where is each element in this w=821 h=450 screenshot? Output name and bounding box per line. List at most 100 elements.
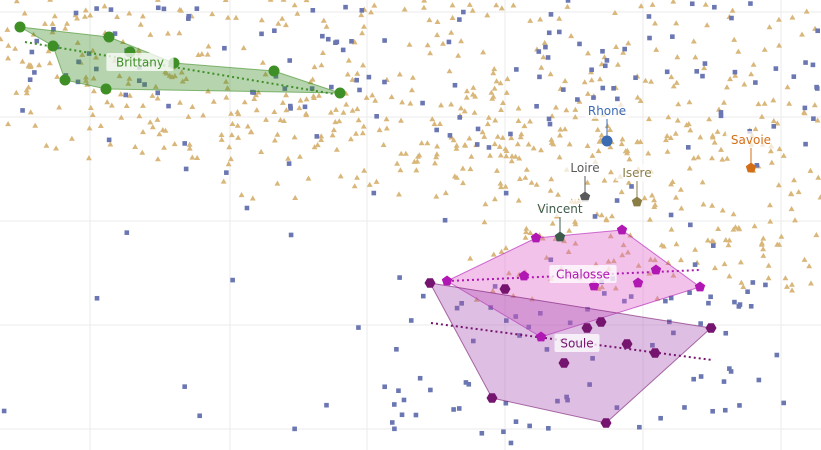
background-triangle	[274, 131, 281, 137]
background-square	[420, 100, 425, 106]
background-triangle	[813, 232, 820, 238]
background-triangle	[43, 142, 50, 148]
background-triangle	[663, 137, 669, 143]
background-triangle	[517, 134, 524, 140]
chalosse-point	[616, 224, 628, 235]
background-triangle	[253, 92, 259, 98]
soule-point	[424, 278, 436, 288]
background-square	[728, 369, 734, 374]
background-triangle	[497, 152, 504, 158]
background-triangle	[19, 58, 26, 64]
background-triangle	[373, 178, 380, 184]
background-triangle	[565, 248, 572, 254]
background-square	[392, 426, 397, 432]
background-triangle	[79, 51, 86, 57]
background-triangle	[21, 10, 28, 16]
background-triangle	[607, 126, 614, 132]
background-square	[513, 419, 519, 424]
background-triangle	[726, 237, 733, 243]
background-square	[503, 190, 509, 196]
background-triangle	[751, 223, 758, 229]
background-triangle	[664, 148, 671, 154]
background-triangle	[279, 15, 286, 21]
background-triangle	[500, 99, 506, 105]
background-triangle	[448, 101, 455, 107]
background-square	[142, 82, 147, 87]
background-triangle	[455, 52, 462, 58]
background-triangle	[283, 92, 289, 98]
background-triangle	[383, 116, 390, 122]
background-triangle	[47, 0, 54, 2]
background-triangle	[401, 6, 408, 12]
background-triangle	[448, 29, 455, 35]
background-triangle	[760, 246, 767, 252]
background-triangle	[126, 75, 133, 81]
background-square	[548, 12, 554, 17]
background-triangle	[281, 117, 287, 123]
background-triangle	[651, 197, 657, 203]
background-triangle	[646, 116, 652, 122]
background-triangle	[5, 121, 11, 127]
background-square	[513, 314, 519, 319]
background-triangle	[185, 113, 192, 119]
background-triangle	[244, 123, 251, 129]
background-square	[689, 1, 695, 7]
background-square	[108, 7, 114, 12]
background-square	[650, 342, 655, 348]
background-square	[51, 26, 56, 32]
background-triangle	[353, 130, 359, 136]
rhone-label-bg	[585, 102, 629, 119]
background-triangle	[561, 238, 567, 244]
background-triangle	[359, 130, 366, 136]
background-triangle	[25, 84, 32, 90]
background-triangle	[222, 0, 229, 2]
background-square	[382, 79, 387, 85]
background-triangle	[162, 127, 169, 133]
background-triangle	[468, 153, 475, 159]
background-triangle	[487, 152, 493, 158]
background-triangle	[795, 189, 802, 195]
background-square	[668, 295, 674, 301]
background-triangle	[421, 4, 427, 10]
background-square	[371, 190, 377, 196]
background-square	[637, 424, 642, 430]
background-triangle	[709, 238, 715, 244]
background-square	[503, 318, 509, 323]
background-triangle	[760, 252, 767, 258]
background-triangle	[271, 108, 278, 114]
background-square	[668, 212, 674, 218]
background-square	[357, 87, 362, 93]
background-triangle	[251, 95, 258, 101]
background-square	[222, 45, 227, 51]
background-triangle	[647, 216, 653, 222]
background-triangle	[767, 218, 774, 224]
background-square	[434, 127, 439, 133]
background-triangle	[735, 48, 742, 54]
background-triangle	[761, 100, 768, 106]
loire-label: Loire	[570, 161, 599, 175]
background-square	[94, 66, 99, 72]
background-triangle	[731, 36, 738, 42]
background-triangle	[320, 49, 326, 55]
background-triangle	[459, 165, 466, 171]
background-triangle	[557, 126, 564, 132]
background-triangle	[345, 57, 352, 63]
background-triangle	[314, 142, 321, 148]
background-square	[94, 6, 99, 11]
background-square	[577, 41, 582, 47]
background-triangle	[351, 183, 358, 189]
background-triangle	[355, 117, 362, 123]
background-triangle	[349, 76, 356, 82]
background-triangle	[649, 192, 655, 198]
background-triangle	[704, 237, 711, 243]
background-triangle	[434, 151, 440, 157]
background-triangle	[13, 0, 20, 4]
background-triangle	[605, 258, 612, 264]
background-triangle	[642, 77, 649, 83]
background-triangle	[518, 131, 525, 137]
background-triangle	[132, 143, 139, 149]
background-square	[748, 303, 754, 309]
background-triangle	[139, 149, 146, 155]
background-triangle	[490, 70, 497, 76]
background-triangle	[488, 89, 495, 95]
